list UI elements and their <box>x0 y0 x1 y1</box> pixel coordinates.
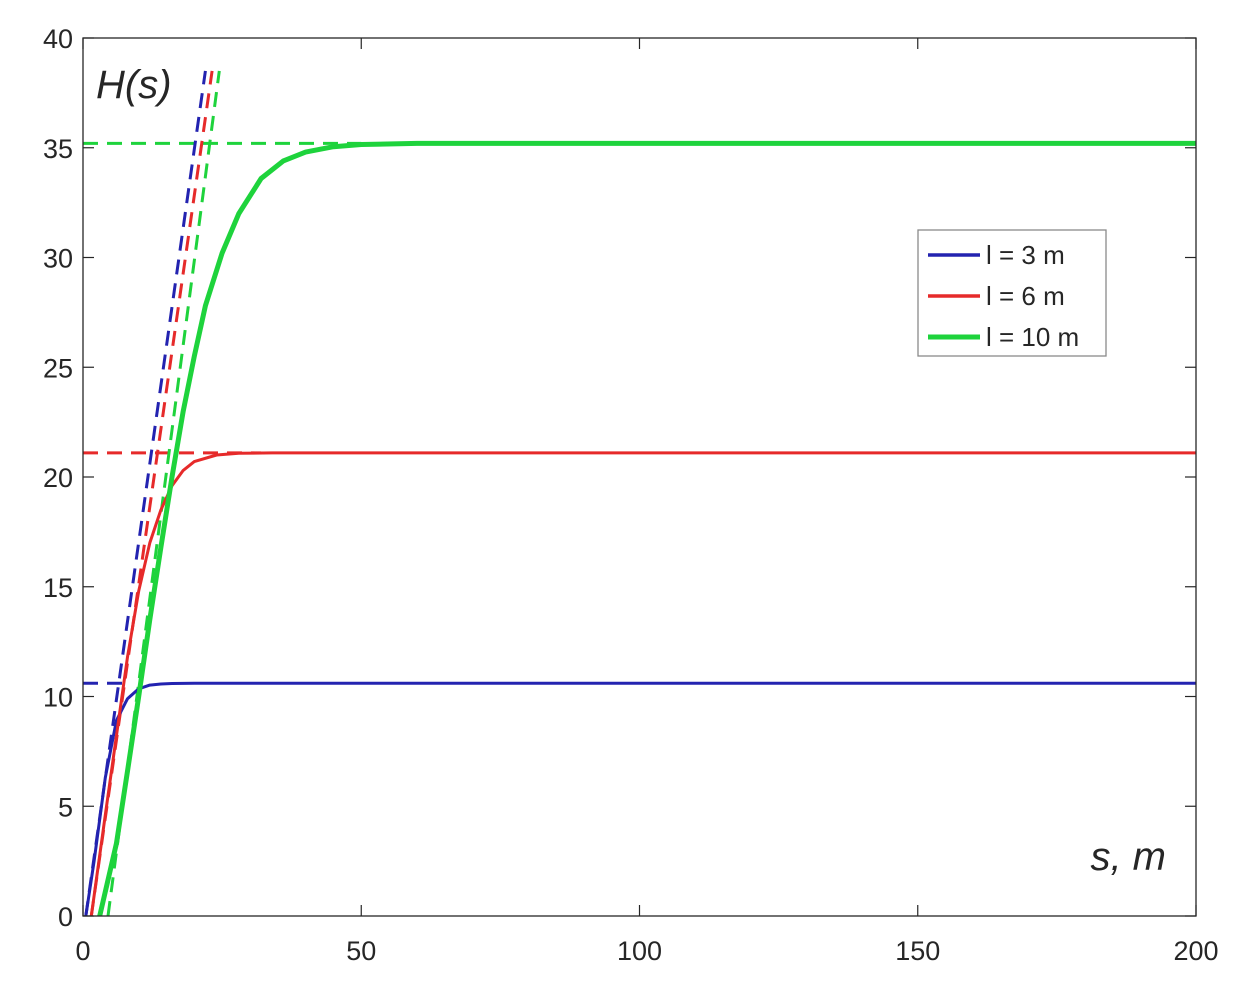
x-tick-label-4: 200 <box>1173 936 1218 966</box>
y-tick-label-2: 10 <box>43 683 73 713</box>
y-tick-label-0: 0 <box>58 902 73 932</box>
x-tick-label-3: 150 <box>895 936 940 966</box>
y-tick-label-4: 20 <box>43 463 73 493</box>
legend-label-1: l = 6 m <box>986 281 1065 311</box>
series-line-1 <box>89 451 1196 917</box>
ticks-layer: 0 50 100 150 200 0 5 10 15 20 25 30 35 40 <box>43 24 1219 966</box>
dashed-line-8 <box>106 70 221 917</box>
y-tick-label-5: 25 <box>43 353 73 383</box>
series-line-2 <box>97 140 1196 917</box>
x-tick-label-2: 100 <box>617 936 662 966</box>
legend-label-2: l = 10 m <box>986 322 1079 352</box>
x-tick-label-1: 50 <box>346 936 376 966</box>
y-tick-label-7: 35 <box>43 134 73 164</box>
series-layer <box>83 70 1196 917</box>
series-line-0 <box>84 681 1196 917</box>
y-tick-label-3: 15 <box>43 573 73 603</box>
x-tick-label-0: 0 <box>75 936 90 966</box>
x-axis-label: s, m <box>1090 835 1166 879</box>
y-axis-label: H(s) <box>96 63 172 107</box>
y-tick-label-1: 5 <box>58 792 73 822</box>
y-tick-label-8: 40 <box>43 24 73 54</box>
y-tick-label-6: 30 <box>43 244 73 274</box>
legend-label-0: l = 3 m <box>986 240 1065 270</box>
legend: l = 3 m l = 6 m l = 10 m <box>917 229 1107 357</box>
